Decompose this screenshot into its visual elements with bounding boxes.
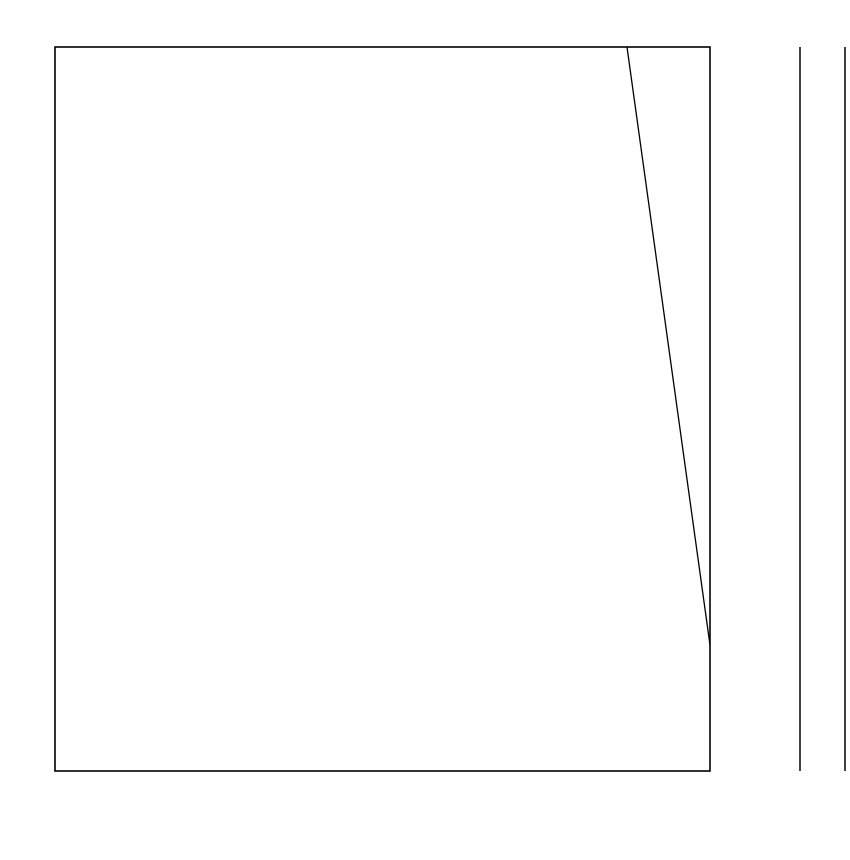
upper-right-cut-line [626, 46, 711, 646]
plot-frame [54, 46, 846, 772]
plot-border [54, 46, 711, 772]
